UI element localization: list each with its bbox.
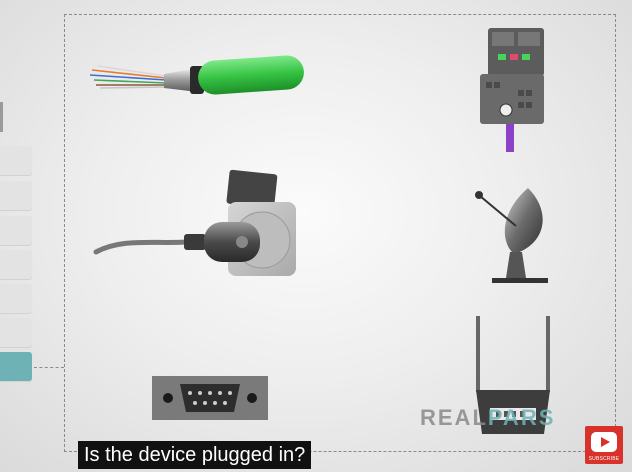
- sidebar-tab-6[interactable]: [0, 318, 32, 348]
- sidebar-tab-4[interactable]: [0, 250, 32, 280]
- video-caption: Is the device plugged in?: [78, 441, 312, 469]
- power-plug-icon: [93, 169, 296, 276]
- satellite-dish-icon: [475, 188, 548, 283]
- ethernet-cable-icon: [89, 55, 304, 95]
- sidebar-tab-2[interactable]: [0, 181, 32, 211]
- db9-serial-port-icon: [152, 376, 268, 420]
- connector-dashed-line: [34, 367, 64, 368]
- sidebar-edge: [0, 102, 3, 132]
- subscribe-label: SUBSCRIBE: [588, 456, 620, 462]
- realpars-logo: REALPARS: [420, 405, 556, 430]
- sidebar-tab-1[interactable]: [0, 146, 32, 176]
- play-icon: [591, 432, 617, 452]
- sidebar-tab-3[interactable]: [0, 216, 32, 246]
- sidebar-tab-active[interactable]: [0, 352, 32, 382]
- device-frame: [64, 14, 616, 452]
- sidebar-tab-5[interactable]: [0, 284, 32, 314]
- subscribe-button[interactable]: SUBSCRIBE: [585, 426, 623, 464]
- profibus-connector-icon: [480, 28, 544, 152]
- wifi-router-icon: [476, 316, 550, 434]
